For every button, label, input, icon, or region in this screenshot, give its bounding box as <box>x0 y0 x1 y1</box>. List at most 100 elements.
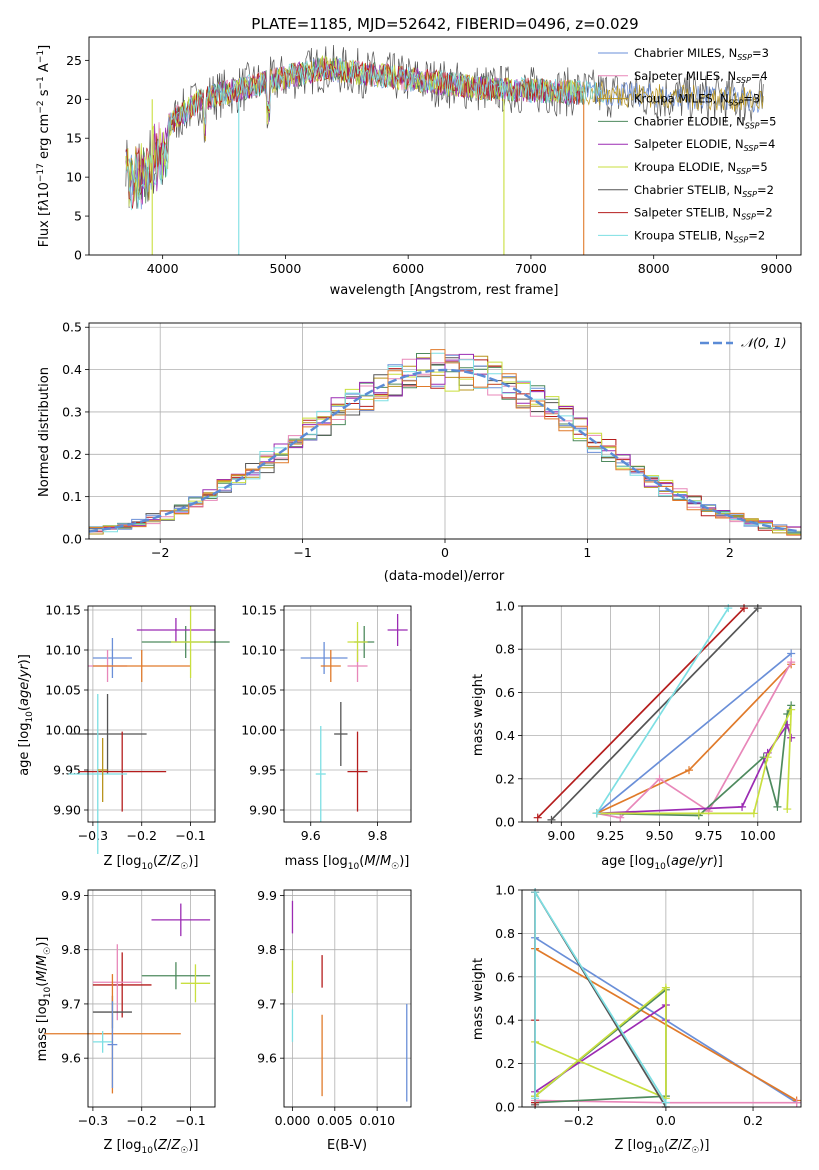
x-tick-label: 8000 <box>638 261 670 276</box>
y-tick-label: 10.10 <box>45 643 81 658</box>
series-line <box>596 652 792 815</box>
legend-entry: Salpeter ELODIE, NSSP=4 <box>634 137 775 153</box>
series-line <box>596 661 792 819</box>
y-tick-label: 0.2 <box>495 1056 515 1071</box>
x-tick-label: −0.3 <box>78 1113 108 1128</box>
weight-vs-age-panel: 9.00 9.25 9.50 9.75 10.00 0.0 0.2 0.4 0.6 0.8 1.0 <box>495 599 802 843</box>
data-marker <box>547 815 556 824</box>
data-marker <box>661 1098 670 1107</box>
data-marker <box>661 983 670 992</box>
y-tick-label: 10.05 <box>241 683 277 698</box>
y-tick-label: 9.6 <box>257 1051 277 1066</box>
series-line <box>534 988 667 1104</box>
ageZ-xlabel: Z [log10(Z/Z☉)] <box>104 854 199 872</box>
age-vs-mass-panel: 9.6 9.8 9.90 9.95 10.00 10.05 10.10 10.15 <box>241 603 412 843</box>
x-tick-label: 9.50 <box>646 828 674 843</box>
x-tick-label: 0.2 <box>743 1113 763 1128</box>
y-tick-label: 0.1 <box>62 489 82 504</box>
x-tick-label: −1 <box>293 545 311 560</box>
y-tick-label: 10.10 <box>241 643 277 658</box>
y-tick-label: 0.2 <box>62 447 82 462</box>
x-tick-label: 9.00 <box>547 828 575 843</box>
y-tick-label: 9.95 <box>53 763 81 778</box>
x-tick-label: 2 <box>726 545 734 560</box>
y-tick-label: 25 <box>66 53 82 68</box>
data-marker <box>655 774 664 783</box>
x-tick-label: 0 <box>441 545 449 560</box>
age-vs-Z-panel: −0.3 −0.2 −0.1 9.90 9.95 10.00 10.05 10.10 10.15 <box>45 603 230 854</box>
data-marker <box>740 604 749 613</box>
spectrum-line <box>125 57 605 211</box>
y-tick-label: 0.6 <box>495 969 515 984</box>
massZ-xlabel: Z [log10(Z/Z☉)] <box>104 1138 199 1156</box>
y-tick-label: 0.4 <box>62 362 82 377</box>
data-marker <box>763 753 772 762</box>
x-tick-label: −2 <box>151 545 169 560</box>
x-tick-label: 10.00 <box>740 828 776 843</box>
axes-frame <box>283 605 412 823</box>
y-tick-label: 10.15 <box>45 603 81 618</box>
x-tick-label: 6000 <box>392 261 424 276</box>
y-tick-label: 0.8 <box>495 926 515 941</box>
data-marker <box>531 1094 540 1103</box>
x-tick-label: −0.3 <box>78 828 108 843</box>
x-tick-label: 9.25 <box>596 828 624 843</box>
ageMass-xlabel: mass [log10(M/M☉)] <box>285 854 410 872</box>
y-tick-label: 0.0 <box>495 1100 515 1115</box>
massEbv-xlabel: E(B-V) <box>327 1138 367 1153</box>
data-marker <box>531 888 540 897</box>
legend-entry: Salpeter STELIB, NSSP=2 <box>634 206 773 222</box>
normal-curve <box>88 368 802 533</box>
spectrum-ylabel: Flux [fλ10−17 erg cm−2 s−1 A−1] <box>36 45 52 247</box>
series-line <box>534 1003 667 1093</box>
x-tick-label: −0.2 <box>563 1113 593 1128</box>
axes-frame <box>521 889 802 1108</box>
weightAge-xlabel: age [log10(age/yr)] <box>601 854 723 872</box>
x-tick-label: 5000 <box>270 261 302 276</box>
spectrum-line <box>125 54 584 207</box>
y-tick-label: 9.9 <box>257 888 277 903</box>
y-tick-label: 15 <box>66 131 82 146</box>
weightZ-xlabel: Z [log10(Z/Z☉)] <box>615 1138 710 1156</box>
spectrum-xlabel: wavelength [Angstrom, rest frame] <box>330 283 559 298</box>
legend-entry: Chabrier MILES, NSSP=3 <box>634 46 769 62</box>
data-marker <box>749 809 758 818</box>
y-tick-label: 0.0 <box>62 532 82 547</box>
axes-frame <box>88 322 802 540</box>
data-marker <box>787 733 796 742</box>
series-line <box>596 709 793 815</box>
weightAge-ylabel: mass weight <box>471 674 486 756</box>
series-line <box>534 985 667 1100</box>
x-tick-label: −0.1 <box>175 828 205 843</box>
y-tick-label: 0.4 <box>495 728 515 743</box>
y-tick-label: 0.6 <box>495 685 515 700</box>
legend-entry: Chabrier STELIB, NSSP=2 <box>634 183 774 199</box>
y-tick-label: 1.0 <box>495 883 515 898</box>
data-marker <box>753 604 762 613</box>
x-tick-label: −0.1 <box>175 1113 205 1128</box>
ageZ-ylabel: age [log10(age/yr)] <box>17 654 35 776</box>
data-marker <box>592 809 601 818</box>
legend-entry: Salpeter MILES, NSSP=4 <box>634 69 768 85</box>
data-marker <box>685 766 694 775</box>
y-tick-label: 0.3 <box>62 404 82 419</box>
spectrum-panel: 4000 5000 6000 7000 8000 9000 0 5 10 15 20 25 Chabri… <box>66 36 802 276</box>
hist-xlabel: (data-model)/error <box>384 569 505 584</box>
x-tick-label: 0.005 <box>317 1113 353 1128</box>
x-tick-label: −0.2 <box>127 1113 157 1128</box>
data-marker <box>773 802 782 811</box>
mass-vs-Z-panel: −0.3 −0.2 −0.1 9.6 9.7 9.8 9.9 <box>44 888 216 1128</box>
y-tick-label: 9.90 <box>249 803 277 818</box>
x-tick-label: 1 <box>583 545 591 560</box>
series-line <box>596 705 792 817</box>
x-tick-label: 0.010 <box>359 1113 395 1128</box>
legend-entry: Kroupa ELODIE, NSSP=5 <box>634 160 768 176</box>
series-line <box>534 889 667 1104</box>
axes-frame <box>88 36 802 256</box>
x-tick-label: 9.8 <box>368 828 388 843</box>
y-tick-label: 10.00 <box>45 723 81 738</box>
y-tick-label: 9.9 <box>61 888 81 903</box>
x-tick-label: 7000 <box>515 261 547 276</box>
y-tick-label: 0.0 <box>495 815 515 830</box>
y-tick-label: 9.90 <box>53 803 81 818</box>
